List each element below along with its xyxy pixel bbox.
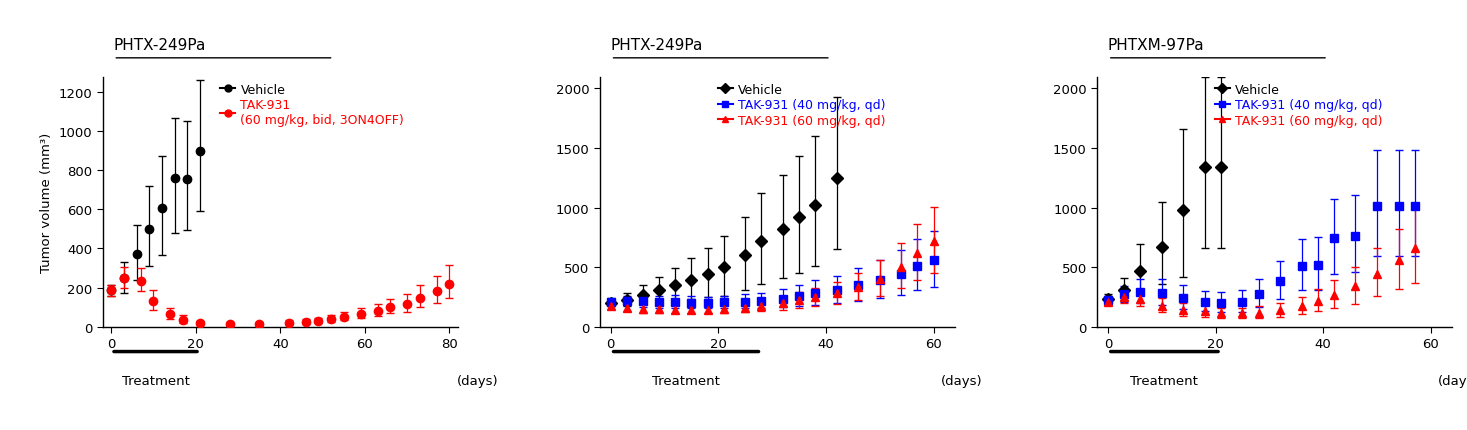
Text: PHTX-249Pa: PHTX-249Pa — [610, 37, 703, 52]
Legend: Vehicle, TAK-931 (40 mg/kg, qd), TAK-931 (60 mg/kg, qd): Vehicle, TAK-931 (40 mg/kg, qd), TAK-931… — [713, 79, 890, 132]
Text: (days): (days) — [456, 374, 499, 387]
Text: PHTX-249Pa: PHTX-249Pa — [113, 37, 205, 52]
Y-axis label: Tumor volume (mm³): Tumor volume (mm³) — [40, 132, 53, 272]
Text: PHTXM-97Pa: PHTXM-97Pa — [1108, 37, 1204, 52]
Text: Treatment: Treatment — [1131, 374, 1199, 387]
Text: (days): (days) — [940, 374, 983, 387]
Text: (days): (days) — [1438, 374, 1467, 387]
Text: Treatment: Treatment — [653, 374, 720, 387]
Legend: Vehicle, TAK-931 (40 mg/kg, qd), TAK-931 (60 mg/kg, qd): Vehicle, TAK-931 (40 mg/kg, qd), TAK-931… — [1210, 79, 1388, 132]
Legend: Vehicle, TAK-931
(60 mg/kg, bid, 3ON4OFF): Vehicle, TAK-931 (60 mg/kg, bid, 3ON4OFF… — [216, 79, 409, 132]
Text: Treatment: Treatment — [122, 374, 189, 387]
